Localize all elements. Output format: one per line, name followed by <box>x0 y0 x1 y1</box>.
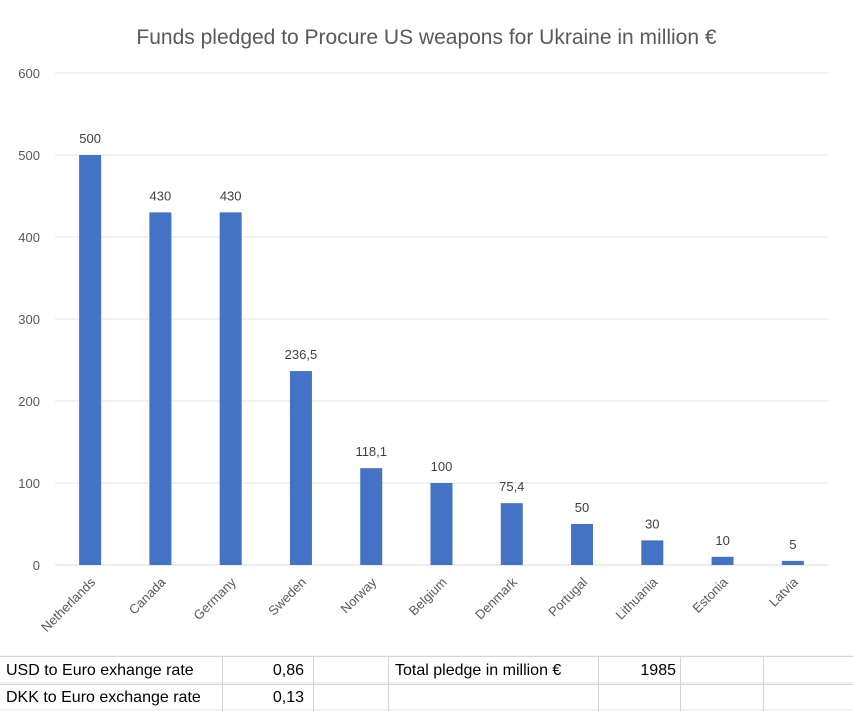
bar <box>360 468 383 565</box>
dkk-rate-label[interactable]: DKK to Euro exchange rate <box>6 689 201 706</box>
table-row-divider <box>0 684 853 685</box>
data-label: 5 <box>789 537 796 552</box>
chart-title: Funds pledged to Procure US weapons for … <box>136 26 717 49</box>
total-pledge-label[interactable]: Total pledge in million € <box>395 662 562 679</box>
y-tick-label: 400 <box>18 230 40 245</box>
x-tick-label: Sweden <box>265 575 309 619</box>
y-tick-label: 600 <box>18 66 40 81</box>
spreadsheet-table: USD to Euro exhange rate 0,86 Total pled… <box>0 656 853 711</box>
y-tick-label: 300 <box>18 312 40 327</box>
x-tick-label: Norway <box>338 574 380 616</box>
total-pledge-value[interactable]: 1985 <box>640 662 676 679</box>
y-tick-label: 500 <box>18 148 40 163</box>
bar <box>289 371 312 565</box>
x-tick-label: Denmark <box>472 574 520 622</box>
x-tick-label: Latvia <box>766 574 802 610</box>
data-label: 236,5 <box>285 347 318 362</box>
data-label: 430 <box>220 188 242 203</box>
bar <box>79 155 102 565</box>
bar <box>711 556 734 565</box>
bar <box>149 212 172 565</box>
bar <box>219 212 242 565</box>
table-column-divider <box>680 656 681 711</box>
bar <box>500 503 523 565</box>
data-label: 30 <box>645 516 659 531</box>
chart-area[interactable]: 0 100 200 300 400 500 600 500 Netherlands 430 Cana… <box>0 0 853 655</box>
data-label: 50 <box>575 500 589 515</box>
bar-chart: 0 100 200 300 400 500 600 500 Netherlands 430 Cana… <box>18 66 828 635</box>
x-tick-label: Portugal <box>545 574 590 619</box>
table-border-top <box>0 656 853 657</box>
bar <box>430 483 453 565</box>
bar <box>571 524 594 565</box>
table-column-divider <box>388 656 389 711</box>
y-tick-label: 0 <box>33 558 40 573</box>
x-tick-label: Canada <box>126 574 169 617</box>
bar <box>641 540 664 565</box>
table-column-divider <box>222 656 223 711</box>
y-tick-label: 100 <box>18 476 40 491</box>
x-tick-label: Germany <box>190 574 239 623</box>
data-label: 118,1 <box>355 444 387 459</box>
usd-rate-label[interactable]: USD to Euro exhange rate <box>6 662 194 679</box>
data-label: 430 <box>150 188 172 203</box>
table-column-divider <box>763 656 764 711</box>
x-tick-label: Belgium <box>406 575 450 619</box>
y-tick-label: 200 <box>18 394 40 409</box>
bar <box>781 560 804 565</box>
x-tick-label: Lithuania <box>613 574 661 622</box>
data-label: 100 <box>431 459 453 474</box>
x-tick-label: Estonia <box>689 574 731 616</box>
data-label: 75,4 <box>499 479 524 494</box>
data-label: 500 <box>79 131 101 146</box>
data-label: 10 <box>715 533 729 548</box>
x-tick-label: Netherlands <box>38 574 99 635</box>
dkk-rate-value[interactable]: 0,13 <box>272 689 304 706</box>
table-column-divider <box>313 656 314 711</box>
usd-rate-value[interactable]: 0,86 <box>272 662 304 679</box>
table-column-divider <box>598 656 599 711</box>
